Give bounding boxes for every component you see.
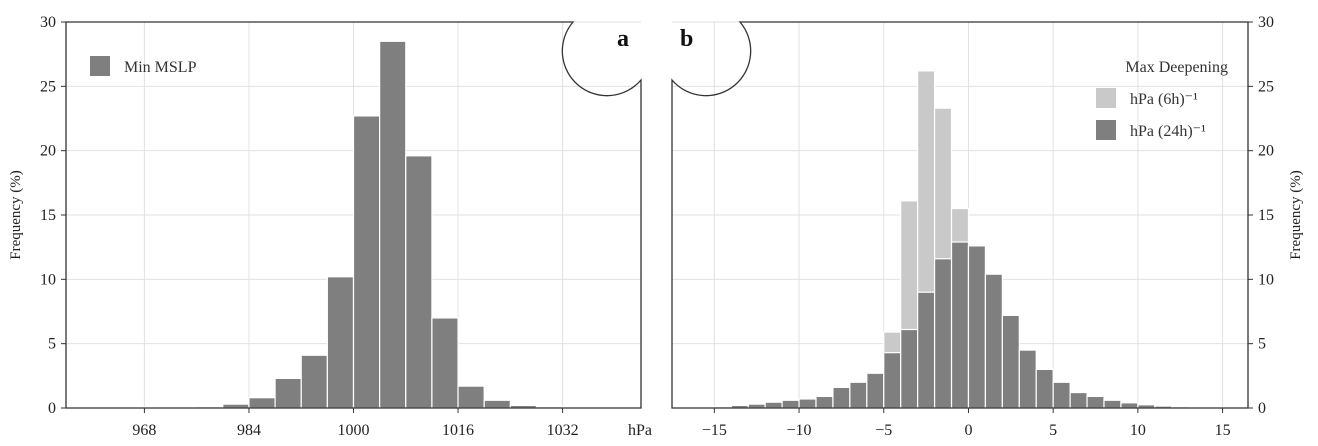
y-tick-label: 0 xyxy=(48,400,56,417)
y-tick-label: 15 xyxy=(40,207,56,224)
y-tick-label: 20 xyxy=(40,143,56,160)
y-tick-label: 5 xyxy=(1258,336,1266,353)
bar-a-series0 xyxy=(457,385,485,409)
x-tick-label: 15 xyxy=(1215,422,1231,439)
plot-frame xyxy=(671,21,1249,409)
y-tick-label: 10 xyxy=(40,271,56,288)
x-tick-label: 0 xyxy=(964,422,972,439)
bar-a-series0 xyxy=(352,115,381,409)
legend-title: Max Deepening xyxy=(1125,59,1228,76)
panel-letter: a xyxy=(617,26,629,52)
legend-swatch xyxy=(1096,88,1116,108)
bar-a-series0 xyxy=(326,276,355,409)
y-axis-title: Frequency (%) xyxy=(1288,170,1304,260)
bar-b-series1 xyxy=(1035,368,1054,409)
bar-b-series1 xyxy=(984,273,1003,409)
bar-b-series1 xyxy=(1018,349,1037,409)
bar-b-series1 xyxy=(798,398,817,409)
y-tick-label: 15 xyxy=(1258,207,1274,224)
legend-swatch xyxy=(1096,120,1116,140)
bar-a-series0 xyxy=(248,397,276,409)
bar-b-series1 xyxy=(917,291,936,409)
bar-b-series1 xyxy=(1052,381,1071,409)
plot-frame xyxy=(65,21,642,409)
panel-b-max-deepening: 0 5 10 15 20 25 30 −15 −10 −5 0 5 10 15 Frequency (%) b… xyxy=(671,14,1304,439)
legend-swatch xyxy=(90,56,110,76)
bar-b-series1 xyxy=(1103,399,1122,409)
bar-b-series1 xyxy=(1069,391,1088,409)
y-tick-label: 25 xyxy=(40,78,56,95)
y-tick-label: 20 xyxy=(1258,143,1274,160)
legend-label: hPa (24h)⁻¹ xyxy=(1130,123,1206,140)
panel-a-min-mslp: 0 5 10 15 20 25 30 968 984 1000 1016 1032 hPa Frequen… xyxy=(8,14,652,439)
bar-a-series0 xyxy=(483,399,511,409)
bar-b-series1 xyxy=(866,372,885,409)
legend-label: Min MSLP xyxy=(124,59,197,76)
y-tick-label: 30 xyxy=(40,14,56,31)
bar-b-series1 xyxy=(1001,314,1020,409)
bar-b-series1 xyxy=(900,328,919,409)
y-tick-label: 25 xyxy=(1258,78,1274,95)
x-tick-label: 1016 xyxy=(442,422,474,439)
bar-b-series1 xyxy=(950,241,970,409)
x-tick-label: 1032 xyxy=(547,422,579,439)
panel-letter: b xyxy=(680,26,693,52)
x-tick-label: 984 xyxy=(237,422,261,439)
x-tick-label: 10 xyxy=(1130,422,1146,439)
y-tick-label: 0 xyxy=(1258,400,1266,417)
bar-a-series0 xyxy=(431,317,459,409)
y-axis-title: Frequency (%) xyxy=(8,170,24,260)
y-tick-label: 10 xyxy=(1258,271,1274,288)
bar-a-series0 xyxy=(300,354,328,409)
bar-b-series1 xyxy=(967,245,987,409)
bar-b-series1 xyxy=(764,401,783,409)
bar-a-series0 xyxy=(274,377,302,409)
x-tick-label: 968 xyxy=(132,422,156,439)
bar-b-series1 xyxy=(781,399,800,409)
legend-label: hPa (6h)⁻¹ xyxy=(1130,91,1198,108)
bar-a-series0 xyxy=(379,40,407,409)
bar-b-series1 xyxy=(1120,402,1139,409)
bar-a-series0 xyxy=(405,155,433,409)
x-tick-label: −15 xyxy=(702,422,727,439)
bar-b-series1 xyxy=(933,258,953,409)
x-tick-label: −10 xyxy=(787,422,812,439)
bar-b-series1 xyxy=(883,352,902,409)
bar-b-series1 xyxy=(849,381,868,409)
bar-b-series1 xyxy=(832,386,851,409)
y-tick-label: 5 xyxy=(48,336,56,353)
bar-b-series1 xyxy=(815,395,834,409)
x-tick-label: 1000 xyxy=(338,422,370,439)
x-tick-label: 5 xyxy=(1049,422,1057,439)
x-axis-label: hPa xyxy=(628,422,652,439)
x-tick-label: −5 xyxy=(875,422,892,439)
y-tick-label: 30 xyxy=(1258,14,1274,31)
bar-b-series1 xyxy=(1086,395,1105,409)
